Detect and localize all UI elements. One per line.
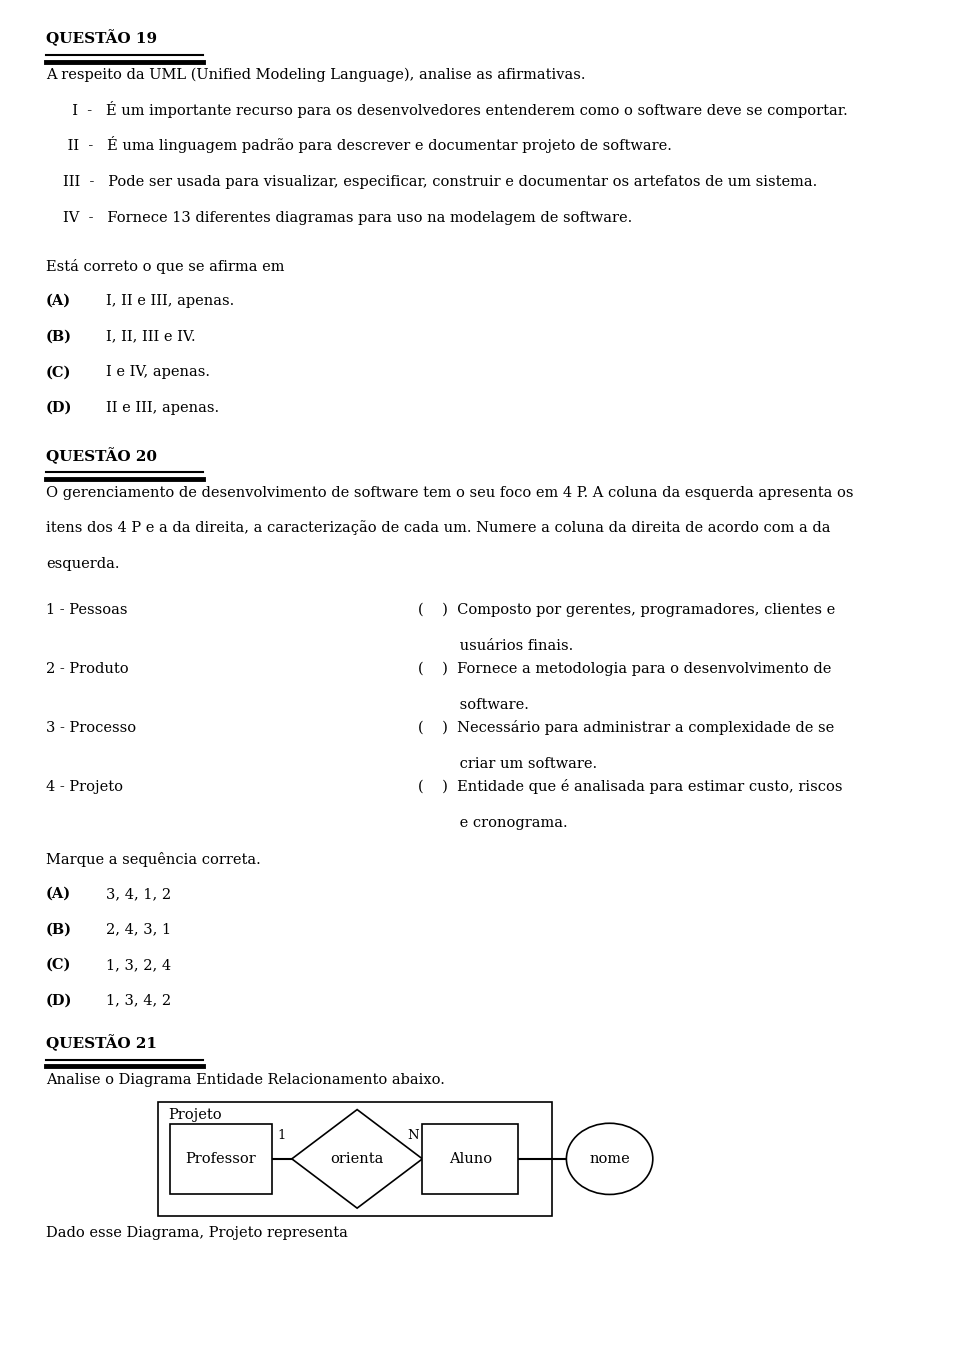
Text: nome: nome	[589, 1151, 630, 1166]
Ellipse shape	[566, 1123, 653, 1194]
Text: (D): (D)	[46, 994, 72, 1008]
Text: (A): (A)	[46, 294, 71, 308]
Text: Está correto o que se afirma em: Está correto o que se afirma em	[46, 259, 284, 274]
Bar	[170, 1124, 272, 1194]
Text: A respeito da UML (Unified Modeling Language), analise as afirmativas.: A respeito da UML (Unified Modeling Lang…	[46, 67, 586, 82]
Text: (A): (A)	[46, 887, 71, 901]
Text: (C): (C)	[46, 366, 71, 379]
Text: (    )  Fornece a metodologia para o desenvolvimento de: ( ) Fornece a metodologia para o desenvo…	[418, 661, 831, 676]
Text: Marque a sequência correta.: Marque a sequência correta.	[46, 852, 261, 867]
Text: 1, 3, 4, 2: 1, 3, 4, 2	[106, 994, 171, 1008]
Text: 4 - Projeto: 4 - Projeto	[46, 780, 123, 794]
Text: 1, 3, 2, 4: 1, 3, 2, 4	[106, 958, 171, 972]
Text: orienta: orienta	[330, 1151, 384, 1166]
Text: Professor: Professor	[185, 1151, 256, 1166]
Text: 1: 1	[277, 1129, 285, 1142]
Text: N: N	[407, 1129, 419, 1142]
Text: I, II, III e IV.: I, II, III e IV.	[106, 330, 195, 344]
Text: 2 - Produto: 2 - Produto	[46, 663, 129, 676]
Text: II e III, apenas.: II e III, apenas.	[106, 401, 219, 415]
Text: O gerenciamento de desenvolvimento de software tem o seu foco em 4 P. A coluna d: O gerenciamento de desenvolvimento de so…	[46, 486, 853, 500]
Text: Dado esse Diagrama, Projeto representa: Dado esse Diagrama, Projeto representa	[46, 1227, 348, 1240]
Text: itens dos 4 P e a da direita, a caracterização de cada um. Numere a coluna da di: itens dos 4 P e a da direita, a caracter…	[46, 520, 830, 535]
Text: 3 - Processo: 3 - Processo	[46, 721, 136, 735]
Bar	[158, 1102, 552, 1216]
Text: Projeto: Projeto	[168, 1108, 222, 1121]
Text: software.: software.	[418, 698, 528, 712]
Text: 1 - Pessoas: 1 - Pessoas	[46, 604, 128, 617]
Text: 2, 4, 3, 1: 2, 4, 3, 1	[106, 923, 171, 936]
Text: 3, 4, 1, 2: 3, 4, 1, 2	[106, 887, 171, 901]
Text: QUESTÃO 21: QUESTÃO 21	[46, 1035, 157, 1051]
Text: QUESTÃO 20: QUESTÃO 20	[46, 448, 157, 464]
Text: Analise o Diagrama Entidade Relacionamento abaixo.: Analise o Diagrama Entidade Relacionamen…	[46, 1073, 444, 1087]
Text: (C): (C)	[46, 958, 71, 972]
Text: I  -   É um importante recurso para os desenvolvedores entenderem como o softwar: I - É um importante recurso para os dese…	[63, 101, 848, 118]
Text: Aluno: Aluno	[449, 1151, 492, 1166]
Text: (    )  Composto por gerentes, programadores, clientes e: ( ) Composto por gerentes, programadores…	[418, 602, 835, 617]
Polygon shape	[292, 1109, 422, 1209]
Text: (    )  Entidade que é analisada para estimar custo, riscos: ( ) Entidade que é analisada para estima…	[418, 779, 842, 794]
Bar	[422, 1124, 518, 1194]
Text: (D): (D)	[46, 401, 72, 415]
Text: criar um software.: criar um software.	[418, 757, 597, 771]
Text: usuários finais.: usuários finais.	[418, 639, 573, 653]
Text: I, II e III, apenas.: I, II e III, apenas.	[106, 294, 234, 308]
Text: I e IV, apenas.: I e IV, apenas.	[106, 366, 209, 379]
Text: (    )  Necessário para administrar a complexidade de se: ( ) Necessário para administrar a comple…	[418, 720, 834, 735]
Text: QUESTÃO 19: QUESTÃO 19	[46, 30, 157, 47]
Text: IV  -   Fornece 13 diferentes diagramas para uso na modelagem de software.: IV - Fornece 13 diferentes diagramas par…	[63, 211, 633, 225]
Text: III  -   Pode ser usada para visualizar, especificar, construir e documentar os : III - Pode ser usada para visualizar, es…	[63, 175, 818, 189]
Text: (B): (B)	[46, 923, 72, 936]
Text: e cronograma.: e cronograma.	[418, 816, 567, 830]
Text: II  -   É uma linguagem padrão para descrever e documentar projeto de software.: II - É uma linguagem padrão para descrev…	[63, 137, 672, 153]
Text: esquerda.: esquerda.	[46, 557, 120, 571]
Text: (B): (B)	[46, 330, 72, 344]
